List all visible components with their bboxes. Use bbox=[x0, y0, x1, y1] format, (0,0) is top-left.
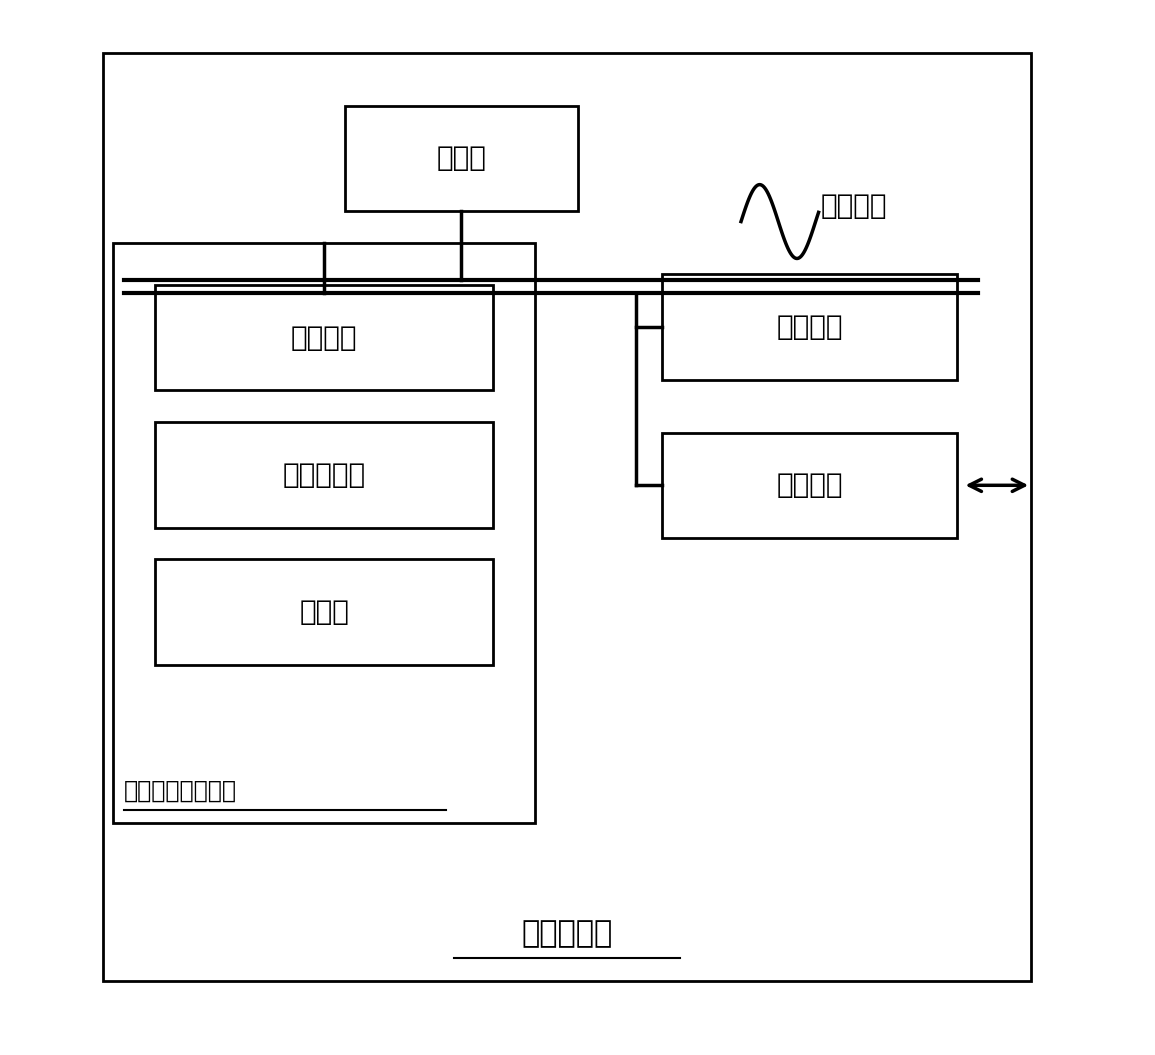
Bar bbox=[113, 243, 535, 823]
Bar bbox=[345, 106, 578, 211]
Text: 计算机设备: 计算机设备 bbox=[521, 919, 612, 948]
Text: 数据库: 数据库 bbox=[299, 598, 349, 626]
Text: 内存储器: 内存储器 bbox=[776, 313, 843, 341]
Bar bbox=[662, 274, 957, 380]
Text: 系统总线: 系统总线 bbox=[820, 192, 887, 219]
Bar bbox=[103, 53, 1031, 981]
Text: 网络接口: 网络接口 bbox=[776, 472, 843, 499]
Text: 计算机程序: 计算机程序 bbox=[283, 461, 366, 488]
Text: 处理器: 处理器 bbox=[437, 145, 486, 172]
Bar bbox=[156, 285, 493, 390]
Text: 操作系统: 操作系统 bbox=[291, 324, 358, 351]
Bar bbox=[156, 422, 493, 528]
Text: 非易失性存储介质: 非易失性存储介质 bbox=[124, 780, 237, 803]
Bar bbox=[156, 559, 493, 665]
Bar bbox=[662, 433, 957, 538]
